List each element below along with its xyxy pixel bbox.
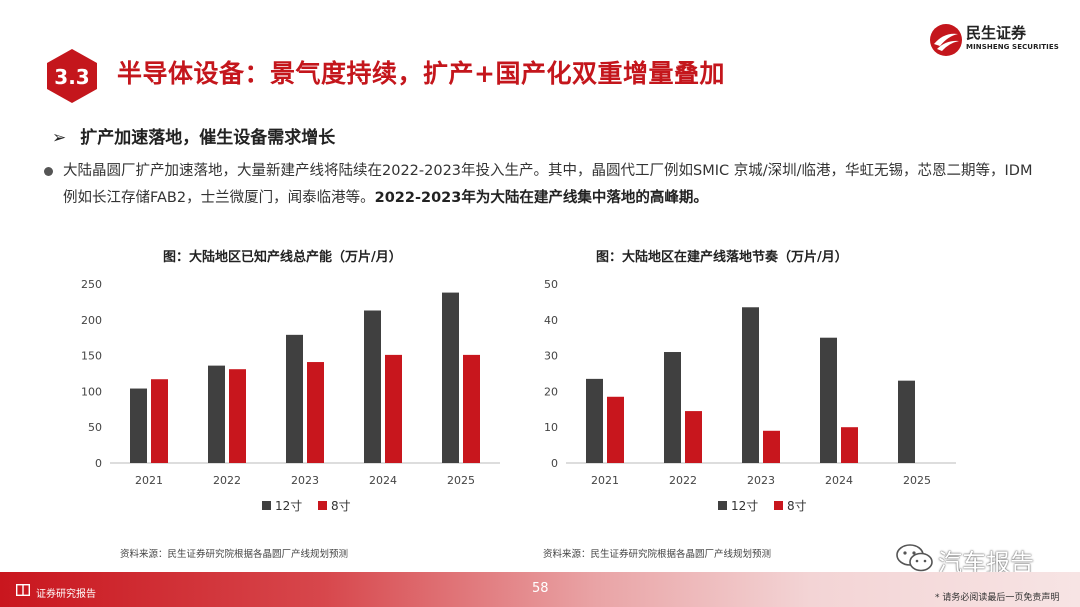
- bar-8inch-2021: [151, 379, 168, 463]
- bar-12inch-2025: [898, 380, 915, 463]
- x-tick-label: 2021: [135, 474, 163, 487]
- wechat-watermark-icon: [896, 544, 933, 572]
- page-number: 58: [532, 581, 549, 596]
- bar-12inch-2024: [820, 337, 837, 463]
- legend-swatch: [718, 501, 727, 510]
- bar-8inch-2021: [607, 396, 624, 463]
- chart-1-source: 资料来源：民生证券研究院根据各晶圆厂产线规划预测: [120, 549, 349, 560]
- bar-12inch-2023: [286, 334, 303, 463]
- y-tick-label: 0: [551, 457, 558, 470]
- paragraph-text: 大陆晶圆厂扩产加速落地，大量新建产线将陆续在2022-2023年投入生产。其中，…: [63, 163, 1033, 206]
- y-tick-label: 40: [544, 314, 558, 327]
- legend-swatch: [318, 501, 327, 510]
- x-tick-label: 2023: [747, 474, 775, 487]
- bar-12inch-2022: [664, 352, 681, 463]
- subheading: ➢ 扩产加速落地，催生设备需求增长: [52, 123, 335, 148]
- bar-12inch-2023: [742, 307, 759, 463]
- paragraph-bold-text: 2022-2023年为大陆在建产线集中落地的高峰期。: [374, 190, 708, 206]
- logo-english-text: MINSHENG SECURITIES: [966, 43, 1059, 51]
- footer-label: 证券研究报告: [36, 589, 96, 600]
- logo-text: 民生证券: [966, 24, 1027, 42]
- chart-2-source: 资料来源：民生证券研究院根据各晶圆厂产线规划预测: [543, 549, 772, 560]
- x-tick-label: 2024: [369, 474, 397, 487]
- chart-2: 0 10 20 30 40 50 2021 2022 2023 2024 2025 12寸 8寸: [544, 278, 956, 513]
- x-tick-label: 2022: [669, 474, 697, 487]
- book-icon: [16, 584, 30, 596]
- legend-label: 12寸: [731, 499, 758, 513]
- y-tick-label: 200: [81, 314, 102, 327]
- subheading-text: 扩产加速落地，催生设备需求增长: [80, 128, 336, 148]
- minsheng-logo-icon: [930, 24, 962, 56]
- chart-2-title: 图：大陆地区在建产线落地节奏（万片/月）: [596, 250, 848, 265]
- bar-8inch-2024: [385, 354, 402, 463]
- disclaimer-text: * 请务必阅读最后一页免责声明: [935, 593, 1060, 603]
- y-tick-label: 20: [544, 385, 558, 398]
- x-tick-label: 2025: [447, 474, 475, 487]
- page-title: 半导体设备：景气度持续，扩产+国产化双重增量叠加: [117, 59, 725, 88]
- legend-label: 8寸: [787, 499, 807, 513]
- y-tick-label: 50: [544, 278, 558, 291]
- y-tick-label: 30: [544, 350, 558, 363]
- bar-8inch-2023: [763, 430, 780, 463]
- y-tick-label: 10: [544, 421, 558, 434]
- bar-8inch-2025: [463, 354, 480, 463]
- y-tick-label: 0: [95, 457, 102, 470]
- bar-8inch-2022: [685, 411, 702, 463]
- legend-label: 8寸: [331, 499, 351, 513]
- x-tick-label: 2025: [903, 474, 931, 487]
- legend-swatch: [774, 501, 783, 510]
- chart-1-title: 图：大陆地区已知产线总产能（万片/月）: [163, 250, 402, 265]
- bar-12inch-2024: [364, 310, 381, 463]
- section-number: 3.3: [54, 65, 89, 89]
- section-number-badge: 3.3: [47, 49, 97, 103]
- y-tick-label: 250: [81, 278, 102, 291]
- bar-12inch-2025: [442, 292, 459, 463]
- x-tick-label: 2021: [591, 474, 619, 487]
- y-tick-label: 150: [81, 350, 102, 363]
- bar-8inch-2024: [841, 427, 858, 463]
- footer-bar: [0, 572, 1080, 607]
- arrow-bullet-icon: ➢: [52, 128, 67, 148]
- legend-swatch: [262, 501, 271, 510]
- bullet-dot-icon: [44, 167, 53, 176]
- bar-12inch-2021: [586, 378, 603, 463]
- x-tick-label: 2022: [213, 474, 241, 487]
- bar-12inch-2022: [208, 365, 225, 463]
- y-tick-label: 100: [81, 385, 102, 398]
- bar-12inch-2021: [130, 388, 147, 463]
- chart-1: 0 50 100 150 200 250 2021 2022 2023 2024 2025 12寸 8寸: [81, 278, 500, 513]
- bar-8inch-2023: [307, 362, 324, 463]
- x-tick-label: 2023: [291, 474, 319, 487]
- bar-8inch-2022: [229, 369, 246, 463]
- body-paragraph: 大陆晶圆厂扩产加速落地，大量新建产线将陆续在2022-2023年投入生产。其中，…: [44, 158, 1044, 212]
- x-tick-label: 2024: [825, 474, 853, 487]
- y-tick-label: 50: [88, 421, 102, 434]
- legend-label: 12寸: [275, 499, 302, 513]
